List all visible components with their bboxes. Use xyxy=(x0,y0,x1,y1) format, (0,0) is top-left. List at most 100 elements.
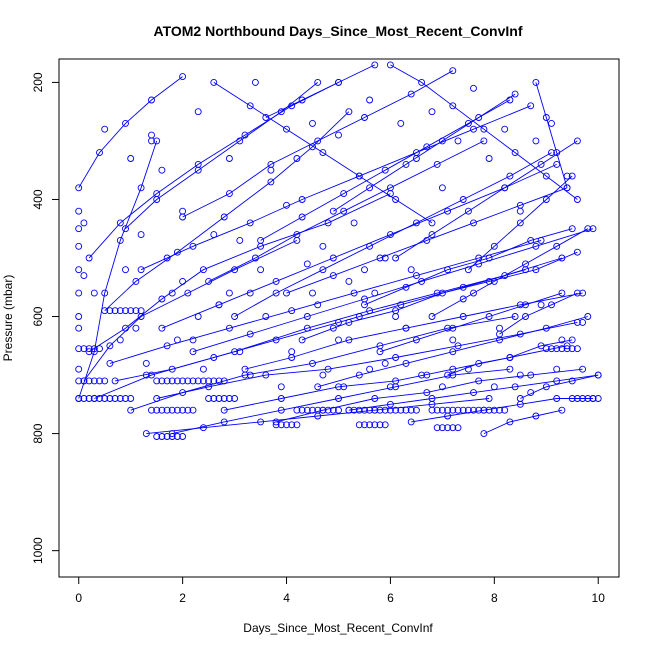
data-point xyxy=(272,277,280,285)
data-point xyxy=(241,131,249,139)
data-point xyxy=(153,190,161,198)
data-point xyxy=(490,277,498,285)
data-point xyxy=(527,102,535,110)
data-point xyxy=(386,383,394,391)
data-point xyxy=(277,383,285,391)
data-point xyxy=(335,406,342,414)
series-line xyxy=(146,398,490,435)
data-point xyxy=(127,307,135,315)
series-line xyxy=(156,321,578,399)
data-point xyxy=(438,137,446,145)
data-point xyxy=(194,377,202,385)
data-point xyxy=(137,266,145,274)
data-point xyxy=(501,125,509,133)
data-point xyxy=(340,383,348,391)
data-point xyxy=(85,254,93,262)
data-point xyxy=(272,421,280,429)
data-point xyxy=(423,143,431,151)
data-point xyxy=(532,78,540,86)
data-point xyxy=(210,377,218,385)
data-point xyxy=(418,277,426,285)
data-point xyxy=(563,342,571,350)
y-tick-label: 800 xyxy=(31,423,45,443)
data-point xyxy=(542,196,550,203)
data-point xyxy=(475,114,483,121)
data-point xyxy=(158,295,166,303)
data-point xyxy=(324,406,332,414)
data-point xyxy=(423,371,431,379)
data-point xyxy=(485,395,493,402)
data-point xyxy=(475,254,483,262)
data-point xyxy=(246,102,254,110)
series-line xyxy=(88,193,391,353)
data-point xyxy=(444,207,452,215)
data-point xyxy=(173,406,181,414)
data-point xyxy=(220,395,228,402)
data-point xyxy=(449,67,457,75)
data-point xyxy=(412,219,420,227)
data-point xyxy=(148,371,155,379)
data-point xyxy=(589,395,597,402)
data-point xyxy=(568,345,576,353)
data-point xyxy=(490,242,498,250)
chart-title: ATOM2 Northbound Days_Since_Most_Recent_… xyxy=(154,23,523,39)
data-point xyxy=(475,359,483,367)
data-point xyxy=(407,266,415,274)
data-point xyxy=(568,377,576,385)
data-point xyxy=(194,108,202,116)
data-point xyxy=(85,345,93,353)
series-line xyxy=(161,163,557,329)
data-point xyxy=(573,345,581,353)
data-point xyxy=(402,406,410,414)
series-line xyxy=(348,374,599,411)
data-point xyxy=(189,406,197,414)
data-point xyxy=(563,345,571,353)
data-point xyxy=(210,231,218,239)
data-point xyxy=(532,412,540,420)
data-point xyxy=(444,424,452,432)
data-point xyxy=(392,313,400,320)
data-point xyxy=(527,371,535,379)
data-point xyxy=(96,149,103,157)
data-point xyxy=(225,155,233,162)
data-point xyxy=(558,289,566,297)
data-point xyxy=(90,345,98,353)
data-point xyxy=(516,207,524,215)
data-point xyxy=(153,433,161,440)
data-point xyxy=(371,395,379,402)
data-point xyxy=(116,236,124,244)
data-point xyxy=(568,225,576,233)
data-point xyxy=(127,155,135,162)
data-point xyxy=(397,406,405,414)
data-point xyxy=(558,336,566,344)
data-point xyxy=(142,430,150,438)
series-line xyxy=(265,64,375,118)
data-point xyxy=(459,313,467,320)
series-line xyxy=(213,82,433,224)
x-tick-label: 6 xyxy=(387,591,394,605)
data-point xyxy=(371,289,379,297)
data-point xyxy=(553,377,561,385)
data-point xyxy=(231,395,239,402)
data-point xyxy=(267,178,275,186)
data-point xyxy=(215,395,223,402)
data-point xyxy=(96,395,103,402)
data-point xyxy=(303,324,311,332)
data-point xyxy=(319,371,327,379)
data-point xyxy=(553,395,561,402)
series-line xyxy=(104,111,350,312)
data-point xyxy=(80,377,88,385)
data-point xyxy=(464,365,472,373)
data-point xyxy=(392,354,400,361)
series-line xyxy=(535,82,568,188)
data-point xyxy=(220,377,228,385)
data-point xyxy=(90,395,98,402)
data-point xyxy=(573,395,581,402)
data-point xyxy=(210,395,218,402)
data-point xyxy=(568,172,576,180)
data-point xyxy=(470,125,477,133)
data-point xyxy=(127,406,135,414)
data-point xyxy=(158,324,166,332)
data-point xyxy=(168,365,176,373)
data-point xyxy=(402,160,410,168)
